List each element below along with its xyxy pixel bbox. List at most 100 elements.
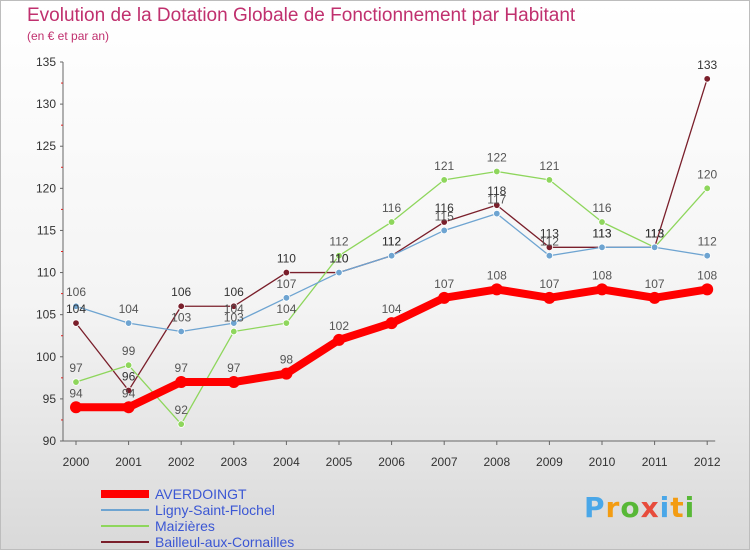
data-point <box>230 302 238 310</box>
data-label: 116 <box>382 201 401 215</box>
data-point <box>282 319 291 327</box>
x-tick-label: 2007 <box>431 455 458 469</box>
data-label: 108 <box>697 268 717 282</box>
data-point <box>703 75 711 83</box>
logo-letter: o <box>620 491 641 524</box>
data-label: 113 <box>592 226 611 240</box>
y-tick-label: 135 <box>36 55 56 69</box>
data-point <box>493 209 501 218</box>
data-label: 102 <box>329 319 349 333</box>
logo-letter: x <box>640 491 660 524</box>
data-label: 94 <box>69 386 83 400</box>
data-point <box>598 243 606 251</box>
data-label: 110 <box>329 252 348 266</box>
data-point <box>440 226 448 235</box>
x-tick-label: 2004 <box>273 455 300 469</box>
legend-swatch <box>101 525 149 527</box>
logo-letter: t <box>670 491 685 524</box>
y-tick-label: 115 <box>37 223 56 237</box>
data-label: 104 <box>382 302 402 316</box>
data-point <box>124 386 133 395</box>
data-label: 104 <box>119 302 139 316</box>
x-tick-label: 2008 <box>483 455 510 469</box>
data-label: 97 <box>69 361 83 375</box>
chart-legend: AVERDOINGT Ligny-Saint-Flochel Maizières Ba… <box>101 486 361 550</box>
x-tick-label: 2005 <box>326 455 353 469</box>
logo-letter: i <box>659 491 671 524</box>
data-point <box>543 291 556 304</box>
data-point <box>385 317 398 330</box>
data-label: 113 <box>645 226 664 240</box>
data-label: 133 <box>697 58 717 72</box>
x-tick-label: 2000 <box>63 455 90 469</box>
data-point <box>227 376 240 389</box>
data-point <box>282 294 291 302</box>
data-point <box>545 252 554 260</box>
legend-swatch <box>101 541 149 543</box>
chart-subtitle: (en € et par an) <box>27 29 110 43</box>
data-point <box>333 333 345 346</box>
logo-letter: i <box>684 491 696 524</box>
x-tick-label: 2012 <box>694 455 721 469</box>
data-label: 97 <box>227 361 241 375</box>
data-point <box>440 218 448 226</box>
data-point <box>335 268 343 277</box>
data-label: 120 <box>697 167 717 181</box>
data-point <box>440 176 448 184</box>
legend-label: Ligny-Saint-Flochel <box>155 502 275 518</box>
legend-item: AVERDOINGT <box>101 486 361 502</box>
x-tick-label: 2006 <box>378 455 405 469</box>
data-label: 112 <box>698 235 717 249</box>
data-label: 104 <box>224 302 244 316</box>
data-point <box>387 252 396 260</box>
data-point <box>335 252 343 260</box>
y-tick-label: 125 <box>36 139 56 153</box>
y-tick-label: 100 <box>36 350 56 364</box>
data-label: 107 <box>276 277 296 291</box>
legend-label: AVERDOINGT <box>155 486 247 502</box>
legend-item: Bailleul-aux-Cornailles <box>101 534 361 550</box>
data-label: 113 <box>645 226 664 240</box>
data-point <box>72 302 80 310</box>
data-label: 99 <box>122 344 136 358</box>
y-tick-label: 110 <box>37 266 56 280</box>
y-tick-label: 130 <box>36 97 56 111</box>
data-point <box>72 319 80 327</box>
data-point <box>175 376 188 389</box>
data-point <box>124 319 133 327</box>
data-label: 103 <box>171 311 191 325</box>
y-tick-label: 90 <box>43 434 57 448</box>
data-point <box>703 184 711 193</box>
data-label: 113 <box>540 226 559 240</box>
data-label: 113 <box>645 226 664 240</box>
data-label: 116 <box>435 201 454 215</box>
data-label: 112 <box>382 235 401 249</box>
data-point <box>230 327 238 336</box>
x-tick-label: 2010 <box>589 455 616 469</box>
data-point <box>545 243 554 251</box>
legend-label: Maizières <box>155 518 215 534</box>
data-label: 108 <box>592 268 612 282</box>
data-label: 112 <box>382 235 401 249</box>
data-point <box>596 283 608 296</box>
logo-letter: r <box>605 491 621 524</box>
data-label: 94 <box>122 386 136 400</box>
data-label: 117 <box>487 193 506 207</box>
data-label: 104 <box>276 302 296 316</box>
y-tick-label: 95 <box>43 392 57 406</box>
logo-letter: P <box>584 491 606 524</box>
data-point <box>230 319 238 327</box>
data-point <box>701 283 714 296</box>
data-label: 103 <box>224 311 244 325</box>
data-label: 122 <box>487 150 507 164</box>
legend-item: Maizières <box>101 518 361 534</box>
data-label: 107 <box>434 277 454 291</box>
data-label: 104 <box>66 302 86 316</box>
data-point <box>650 243 659 251</box>
data-label: 116 <box>592 201 611 215</box>
data-label: 96 <box>122 369 136 383</box>
data-label: 121 <box>434 159 454 173</box>
data-point <box>177 327 185 336</box>
x-tick-label: 2002 <box>168 455 195 469</box>
